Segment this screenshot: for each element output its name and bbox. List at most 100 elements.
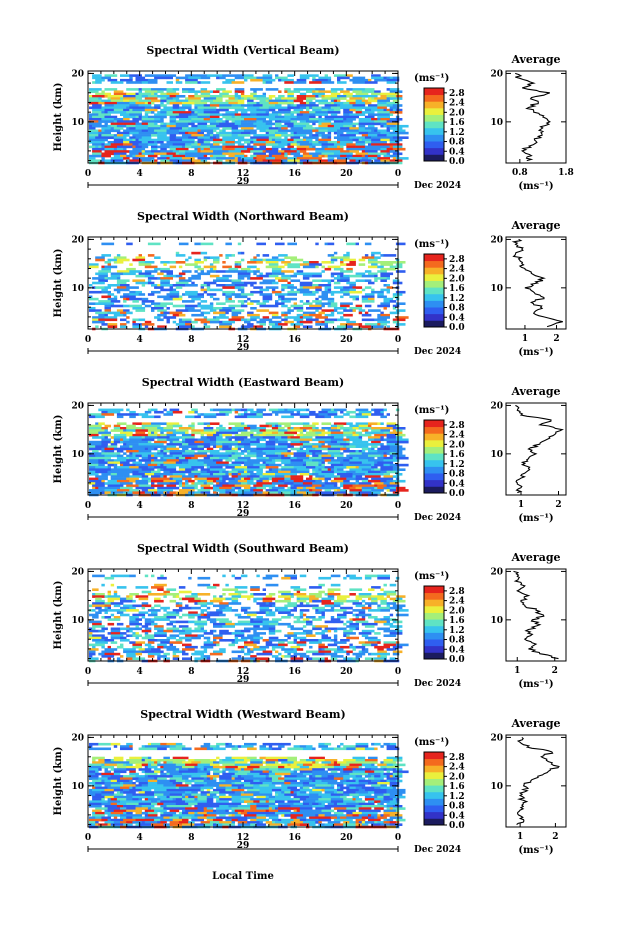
heatmap-cell: [92, 76, 102, 80]
heatmap-cell: [160, 456, 164, 460]
heatmap-cell: [135, 101, 146, 105]
colorbar-swatch: [424, 446, 444, 454]
heatmap-cell: [287, 157, 297, 160]
heatmap-cell: [315, 320, 322, 324]
heatmap-cell: [340, 134, 344, 137]
heatmap-cell: [98, 486, 111, 490]
heatmap-cell: [132, 461, 142, 465]
heatmap-cell: [330, 433, 344, 437]
heatmap-cell: [333, 620, 344, 624]
heatmap-cell: [268, 639, 282, 642]
heatmap-cell: [191, 456, 198, 460]
heatmap-cell: [355, 145, 366, 149]
heatmap-cell: [163, 645, 177, 649]
heatmap-cell: [284, 311, 291, 315]
heatmap-cell: [343, 431, 353, 435]
heatmap-cell: [343, 450, 356, 453]
heatmap-cell: [392, 118, 397, 121]
heatmap-cell: [271, 281, 279, 285]
colorbar-frame: [423, 87, 445, 162]
heatmap-cell: [268, 770, 273, 774]
heatmap-cell: [175, 763, 186, 767]
heatmap-cell: [327, 629, 332, 633]
heatmap-cell: [386, 595, 390, 598]
heatmap-cell: [395, 95, 403, 98]
heatmap-cell: [101, 154, 111, 158]
colorbar-swatch: [424, 121, 444, 129]
heatmap-cell: [253, 629, 257, 633]
heatmap-cell: [355, 242, 359, 246]
heatmap-cell: [343, 622, 347, 626]
heatmap-cell: [154, 141, 158, 144]
heatmap-cell: [371, 429, 381, 432]
heatmap-cell: [98, 454, 105, 458]
heatmap-cell: [237, 124, 245, 128]
heatmap-cell: [377, 422, 381, 425]
heatmap-cell: [333, 629, 338, 633]
heatmap-cell: [185, 763, 198, 767]
heatmap-cell: [330, 616, 335, 619]
heatmap-cell: [138, 263, 152, 266]
heatmap-cell: [383, 616, 390, 619]
heatmap-cell: [169, 134, 177, 137]
heatmap-cell: [104, 147, 115, 151]
heatmap-cell: [123, 157, 130, 160]
heatmap-cell: [116, 309, 124, 312]
heatmap-cell: [256, 486, 266, 490]
heatmap-cell: [203, 147, 211, 151]
heatmap-cell: [138, 450, 152, 453]
heatmap-cell: [225, 431, 239, 435]
heatmap-cell: [395, 290, 406, 294]
heatmap-cell: [240, 622, 248, 626]
heatmap-cell: [206, 477, 220, 481]
heatmap-cell: [126, 433, 133, 437]
heatmap-cell: [395, 620, 403, 624]
heatmap-cell: [172, 284, 186, 287]
heatmap-cell: [299, 745, 307, 748]
heatmap-cell: [346, 650, 353, 654]
heatmap-cell: [340, 489, 347, 492]
heatmap-cell: [113, 288, 118, 292]
heatmap-cell: [200, 745, 211, 748]
heatmap-cell: [151, 470, 161, 474]
heatmap-cell: [374, 742, 381, 746]
heatmap-cell: [281, 288, 285, 292]
heatmap-cell: [253, 152, 266, 156]
heatmap-cell: [315, 475, 325, 478]
heatmap-cell: [185, 645, 198, 649]
heatmap-cell: [110, 473, 118, 476]
heatmap-cell: [197, 157, 211, 160]
heatmap-cell: [135, 115, 139, 119]
heatmap-cell: [377, 606, 390, 610]
heatmap-cell: [175, 463, 183, 467]
heatmap-cell: [160, 270, 173, 273]
heatmap-cell: [89, 491, 102, 494]
heatmap-cell: [107, 466, 111, 469]
heatmap-cell: [383, 622, 394, 626]
heatmap-cell: [244, 477, 251, 481]
heatmap-cell: [262, 129, 266, 133]
heatmap-cell: [98, 131, 111, 135]
heatmap-cell: [194, 602, 198, 605]
heatmap-cell: [209, 473, 214, 476]
heatmap-cell: [290, 609, 297, 612]
heatmap-cell: [374, 279, 378, 282]
heatmap-cell: [166, 616, 177, 619]
heatmap-cell: [120, 97, 124, 100]
heatmap-cell: [237, 101, 245, 105]
heatmap-cell: [129, 159, 142, 162]
heatmap-cell: [281, 576, 291, 580]
heatmap-cell: [166, 113, 180, 116]
heatmap-cell: [151, 307, 164, 310]
heatmap-cell: [219, 320, 223, 324]
heatmap-cell: [126, 763, 133, 767]
heatmap-cell: [250, 618, 254, 621]
heatmap-cell: [340, 124, 344, 128]
heatmap-cell: [386, 747, 400, 751]
heatmap-cell: [309, 473, 313, 476]
heatmap-cell: [92, 95, 105, 98]
heatmap-cell: [120, 295, 124, 299]
heatmap-cell: [380, 279, 387, 282]
heatmap-cell: [169, 450, 173, 453]
heatmap-cell: [299, 129, 313, 133]
